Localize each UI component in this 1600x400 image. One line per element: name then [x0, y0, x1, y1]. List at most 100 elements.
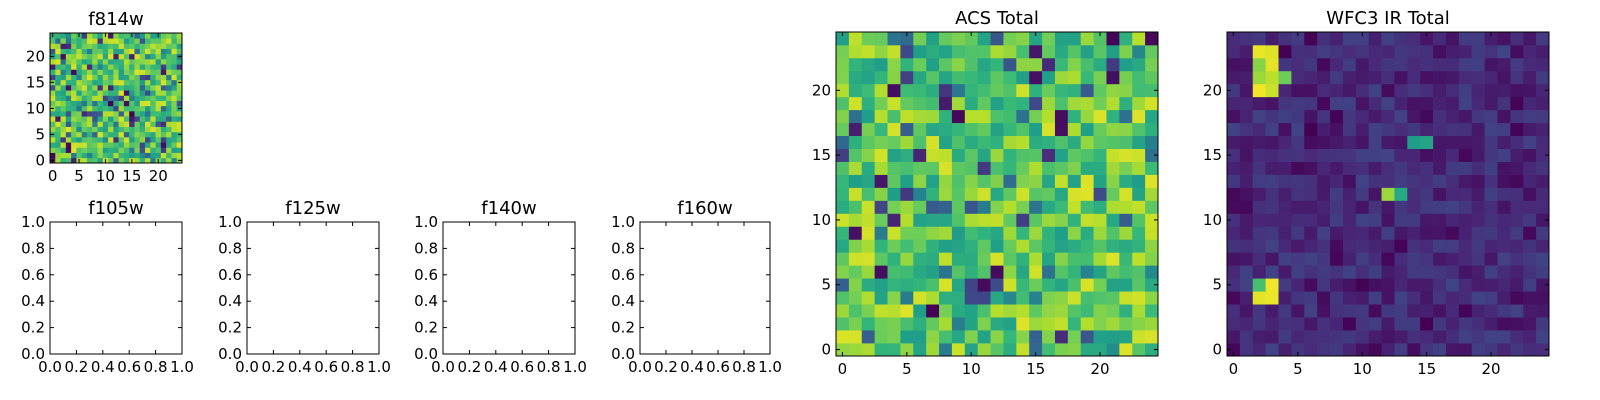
heatmap-cell [129, 43, 135, 49]
heatmap-cell [1523, 96, 1537, 111]
y-tick-label: 10 [1203, 211, 1222, 229]
heatmap-cell [1265, 148, 1279, 162]
heatmap-cell [1433, 70, 1447, 85]
heatmap-cell [1317, 278, 1331, 292]
heatmap-cell [990, 343, 1004, 357]
heatmap-cell [836, 96, 850, 111]
x-tick-label: 15 [1026, 360, 1045, 378]
heatmap-cell [1471, 213, 1485, 227]
heatmap-cell [1304, 122, 1318, 137]
heatmap-cell [1536, 70, 1550, 85]
heatmap-cell [1394, 317, 1408, 331]
heatmap-cell [97, 38, 104, 44]
heatmap-cell [71, 137, 77, 143]
heatmap-cell [1497, 226, 1511, 240]
heatmap-cell [65, 105, 72, 112]
heatmap-cell [145, 126, 151, 133]
heatmap-cell [1239, 200, 1254, 214]
heatmap-cell [166, 43, 172, 49]
heatmap-cell [92, 79, 98, 86]
heatmap-cell [171, 147, 178, 153]
heatmap-cell [139, 131, 146, 138]
heatmap-cell [1368, 135, 1382, 149]
heatmap-cell [1003, 343, 1017, 357]
heatmap-cell [1317, 200, 1331, 214]
heatmap-cell [887, 304, 901, 318]
heatmap-cell [1523, 213, 1537, 227]
heatmap-cell [913, 304, 927, 318]
heatmap-cell [171, 43, 178, 49]
heatmap-cell [1510, 70, 1524, 85]
heatmap-cell [118, 126, 125, 133]
heatmap-cell [1132, 44, 1146, 59]
x-tick-label: 1.0 [367, 358, 391, 376]
heatmap-cell [1093, 278, 1107, 292]
heatmap-cell [1227, 187, 1241, 201]
heatmap-cell [848, 83, 863, 98]
heatmap-cell [1394, 226, 1408, 240]
heatmap-cell [939, 226, 953, 240]
heatmap-cell [65, 38, 72, 44]
heatmap-cell [1536, 291, 1550, 305]
heatmap-cell [1054, 83, 1069, 98]
heatmap-cell [1330, 330, 1344, 344]
heatmap-cell [166, 105, 172, 112]
heatmap-cell [1510, 291, 1524, 305]
heatmap-cell [160, 116, 167, 122]
heatmap-cell [1227, 252, 1241, 266]
heatmap-cell [1093, 187, 1107, 201]
heatmap-cell [913, 122, 927, 137]
heatmap-cell [1080, 187, 1094, 201]
heatmap-cell [1407, 187, 1421, 201]
heatmap-cell [71, 131, 77, 138]
heatmap-cell [134, 116, 141, 122]
heatmap-cell [1054, 70, 1069, 85]
heatmap-cell [1355, 343, 1370, 357]
heatmap-cell [1445, 330, 1460, 344]
x-tick-label: 0 [838, 360, 848, 378]
heatmap-cell [123, 137, 130, 143]
heatmap-cell [1536, 109, 1550, 124]
heatmap-cell [134, 38, 141, 44]
heatmap-cell [129, 152, 135, 159]
heatmap-cell [129, 116, 135, 122]
heatmap-cell [939, 278, 953, 292]
heatmap-cell [1016, 226, 1030, 240]
heatmap-cell [1445, 70, 1460, 85]
heatmap-cell [134, 33, 141, 39]
heatmap-cell [861, 213, 875, 227]
heatmap-cell [926, 187, 940, 201]
heatmap-cell [1497, 32, 1511, 46]
heatmap-cell [134, 142, 141, 148]
heatmap-cell [1145, 32, 1159, 46]
heatmap-cell [60, 111, 67, 117]
heatmap-cell [145, 53, 151, 60]
heatmap-cell [1458, 291, 1473, 305]
heatmap-cell [836, 265, 850, 279]
heatmap-cell [1394, 304, 1408, 318]
heatmap-cell [76, 131, 83, 138]
heatmap-cell [900, 239, 914, 253]
heatmap-cell [1523, 148, 1537, 162]
heatmap-cell [1067, 161, 1082, 175]
heatmap-cell [1265, 226, 1279, 240]
heatmap-cell [134, 79, 141, 86]
heatmap-cell [92, 53, 98, 60]
heatmap-cell [1145, 239, 1159, 253]
heatmap-cell [1484, 83, 1498, 98]
heatmap-cell [848, 70, 863, 85]
heatmap-cell [139, 126, 146, 133]
heatmap-cell [1317, 291, 1331, 305]
heatmap-cell [874, 343, 888, 357]
heatmap-cell [155, 38, 162, 44]
heatmap-cell [1471, 96, 1485, 111]
heatmap-cell [1420, 70, 1434, 85]
heatmap-cell [97, 53, 104, 60]
heatmap-cell [145, 157, 151, 164]
heatmap-cell [81, 74, 88, 81]
heatmap-cell [160, 48, 167, 55]
heatmap-cell [1003, 239, 1017, 253]
heatmap-cell [86, 157, 93, 164]
heatmap-cell [1420, 161, 1434, 175]
